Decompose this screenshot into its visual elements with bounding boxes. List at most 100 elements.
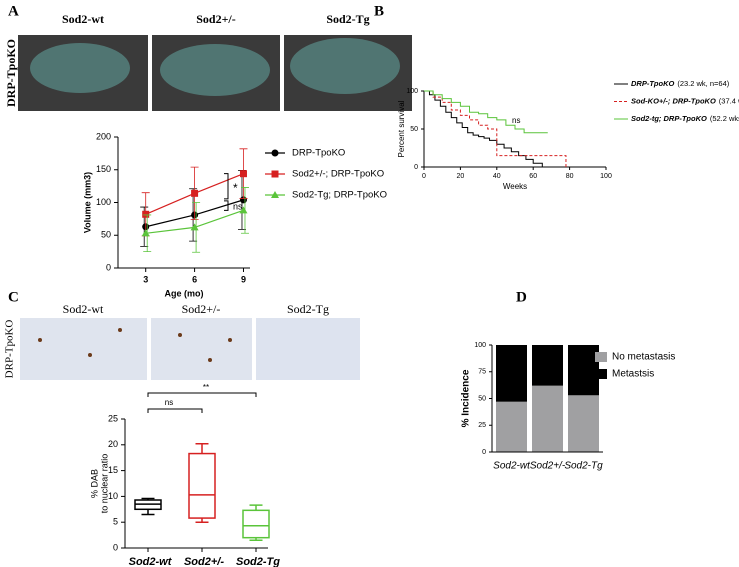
legend-detail: (37.4 wks, n=38) <box>719 96 739 105</box>
y-tick-label: 50 <box>101 230 111 240</box>
bar-segment <box>568 395 599 452</box>
x-tick-label: 80 <box>566 173 574 180</box>
ultrasound-images <box>18 35 412 111</box>
x-tick-label: Sod2-wt <box>493 461 531 472</box>
legend-marker <box>271 149 279 157</box>
y-tick-label: 100 <box>96 197 111 207</box>
y-axis-label: to nuclear ratio <box>99 454 109 514</box>
legend-name: DRP-TpoKO <box>631 79 674 88</box>
bar-segment <box>532 385 563 452</box>
image-label: Sod2+/- <box>182 302 221 316</box>
x-axis-label: Age (mo) <box>165 288 204 298</box>
y-tick-label: 50 <box>478 395 486 402</box>
panel-label: B <box>374 3 384 19</box>
y-tick-label: 50 <box>410 126 418 133</box>
legend-swatch <box>595 352 607 362</box>
annotation: ** <box>203 383 209 392</box>
annotation: * <box>233 181 238 195</box>
legend-label: DRP-TpoKO (23.2 wk, n=64) <box>631 79 730 88</box>
x-axis-label: Weeks <box>503 182 527 191</box>
x-tick-label: 0 <box>422 173 426 180</box>
y-tick-label: 25 <box>108 413 118 423</box>
point <box>141 229 150 237</box>
whisker <box>195 443 209 454</box>
y-tick-label: 0 <box>113 542 118 552</box>
x-tick-label: Sod2+/- <box>530 461 566 472</box>
y-tick-label: 150 <box>96 164 111 174</box>
x-tick-label: Sod2-Tg <box>236 556 280 567</box>
survival-curve <box>424 90 567 167</box>
x-tick-label: 3 <box>143 274 148 284</box>
y-tick-label: 100 <box>406 88 418 95</box>
y-tick-label: 200 <box>96 131 111 141</box>
x-tick-label: 20 <box>457 173 465 180</box>
y-axis-label: % Incidence <box>461 369 472 427</box>
x-tick-label: 6 <box>192 274 197 284</box>
x-tick-label: Sod2+/- <box>184 556 224 567</box>
y-axis-label: Volume (mm3) <box>82 172 92 233</box>
x-tick-label: Sod2-Tg <box>564 461 603 472</box>
point <box>239 206 248 214</box>
image-label: Sod2+/- <box>196 12 236 26</box>
legend-detail: (23.2 wk, n=64) <box>677 79 729 88</box>
annotation: ns <box>512 116 520 125</box>
panel-label: D <box>516 289 527 305</box>
box <box>188 452 216 519</box>
histology-images <box>20 318 360 380</box>
x-tick-label: Sod2-wt <box>129 556 173 567</box>
point <box>142 210 150 218</box>
legend-name: Sod-KO+/-; DRP-TpoKO <box>631 96 716 105</box>
y-axis-label: % DAB <box>89 469 99 498</box>
panel-label: A <box>8 3 19 19</box>
image-label: Sod2-Tg <box>326 12 369 26</box>
y-tick-label: 15 <box>108 465 118 475</box>
bar-segment <box>496 345 527 402</box>
whisker <box>141 509 155 516</box>
x-tick-label: 9 <box>241 274 246 284</box>
y-tick-label: 100 <box>474 342 486 349</box>
legend-label: Sod2-Tg; DRP-TpoKO <box>292 190 387 201</box>
row-label: DRP-TpoKO <box>4 320 16 379</box>
x-tick-label: 40 <box>493 173 501 180</box>
legend-label: Sod2-tg; DRP-TpoKO(52.2 wks, n=36) <box>631 114 739 123</box>
panel-label: C <box>8 289 19 305</box>
bracket <box>147 408 203 413</box>
survival-curve <box>424 90 548 134</box>
y-tick-label: 20 <box>108 439 118 449</box>
x-tick-label: 60 <box>529 173 537 180</box>
y-tick-label: 25 <box>478 422 486 429</box>
image-label: Sod2-Tg <box>287 302 329 316</box>
survival-curve <box>424 90 543 167</box>
bracket <box>224 200 229 211</box>
annotation: ns <box>165 398 173 407</box>
legend-label: Sod2+/-; DRP-TpoKO <box>292 169 384 180</box>
bracket <box>224 173 229 200</box>
legend-label: No metastasis <box>612 352 675 363</box>
legend-label: DRP-TpoKO <box>292 148 345 159</box>
row-label: DRP-TpoKO <box>4 39 18 107</box>
image-label: Sod2-wt <box>63 302 104 316</box>
point <box>191 189 199 197</box>
point <box>239 170 247 178</box>
legend-swatch <box>595 369 607 379</box>
legend-marker <box>271 170 279 178</box>
y-tick-label: 0 <box>482 449 486 456</box>
bar-segment <box>496 401 527 452</box>
image-label: Sod2-wt <box>62 12 104 26</box>
y-tick-label: 0 <box>414 164 418 171</box>
legend-label: Metastsis <box>612 369 654 380</box>
point <box>190 223 199 231</box>
y-axis-label: Percent survival <box>397 100 406 157</box>
bar-segment <box>532 345 563 386</box>
legend-name: Sod2-tg; DRP-TpoKO <box>631 114 707 123</box>
annotation: ns <box>233 201 243 211</box>
y-tick-label: 0 <box>106 262 111 272</box>
y-tick-label: 10 <box>108 491 118 501</box>
bar-segment <box>568 345 599 396</box>
y-tick-label: 5 <box>113 517 118 527</box>
whisker <box>249 504 263 511</box>
legend-marker <box>271 191 279 198</box>
box <box>242 509 270 539</box>
legend-label: Sod-KO+/-; DRP-TpoKO(37.4 wks, n=38) <box>631 96 739 105</box>
